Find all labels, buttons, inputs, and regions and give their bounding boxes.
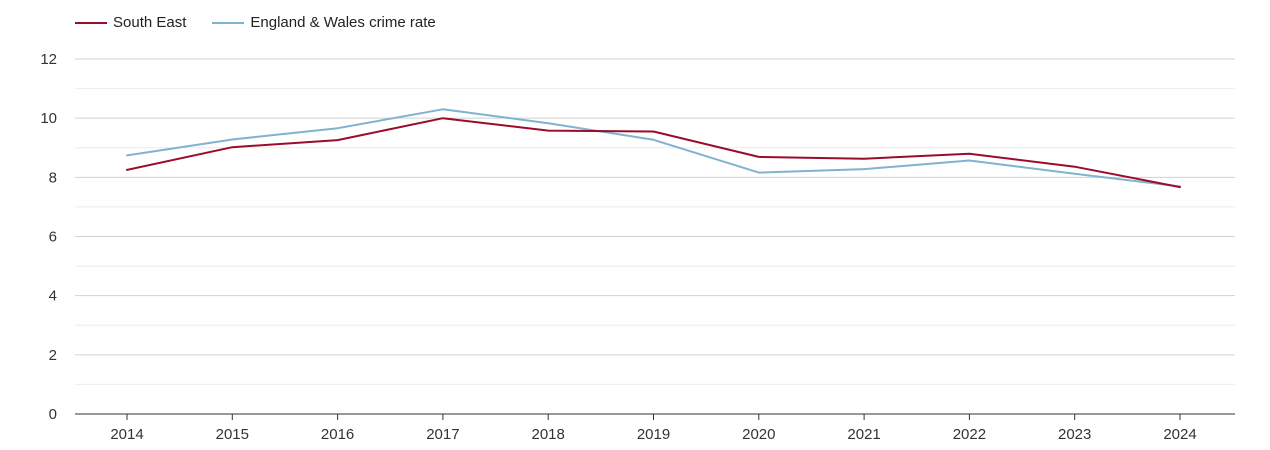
x-tick-label: 2024 [1163, 426, 1196, 443]
data-point-south-east [967, 151, 972, 156]
y-tick-label: 6 [49, 229, 57, 246]
series-line-south-east [126, 117, 1181, 189]
data-point-south-east [1072, 164, 1077, 169]
data-point-england-wales [125, 153, 130, 158]
x-tick-label: 2020 [742, 426, 775, 443]
y-tick-label: 8 [49, 169, 57, 186]
y-tick-label: 2 [49, 347, 57, 364]
legend-item-england-wales[interactable]: England & Wales crime rate [212, 14, 436, 31]
data-point-england-wales [230, 137, 235, 142]
x-tick-label: 2021 [847, 426, 880, 443]
legend-label-england-wales: England & Wales crime rate [250, 14, 436, 31]
data-point-south-east [651, 129, 656, 134]
data-point-south-east [230, 145, 235, 150]
legend-item-south-east[interactable]: South East [75, 14, 186, 31]
legend-swatch-south-east [75, 21, 107, 24]
y-tick-label: 4 [49, 288, 57, 305]
x-tick-label: 2019 [637, 426, 670, 443]
y-tick-label: 12 [40, 51, 57, 68]
data-point-south-east [125, 167, 130, 172]
x-tick-label: 2017 [426, 426, 459, 443]
data-point-england-wales [1072, 171, 1077, 176]
x-tick-label: 2014 [110, 426, 143, 443]
data-point-england-wales [546, 121, 551, 126]
data-point-south-east [1178, 185, 1183, 190]
data-point-south-east [546, 128, 551, 133]
x-tick-label: 2015 [216, 426, 249, 443]
data-point-england-wales [967, 158, 972, 163]
data-point-england-wales [756, 170, 761, 175]
x-tick-label: 2018 [532, 426, 565, 443]
data-point-south-east [862, 156, 867, 161]
x-tick-label: 2016 [321, 426, 354, 443]
y-tick-label: 10 [40, 110, 57, 127]
data-point-england-wales [335, 126, 340, 131]
y-tick-label: 0 [49, 406, 57, 423]
x-tick-label: 2023 [1058, 426, 1091, 443]
data-point-england-wales [651, 137, 656, 142]
data-point-england-wales [440, 107, 445, 112]
series-line-england-wales [126, 108, 1181, 188]
data-point-south-east [440, 116, 445, 121]
legend-swatch-england-wales [212, 21, 245, 24]
x-tick-label: 2022 [953, 426, 986, 443]
legend: South East England & Wales crime rate [75, 14, 462, 31]
data-point-england-wales [862, 167, 867, 172]
legend-label-south-east: South East [113, 14, 187, 31]
data-point-south-east [335, 138, 340, 143]
data-point-south-east [756, 154, 761, 159]
